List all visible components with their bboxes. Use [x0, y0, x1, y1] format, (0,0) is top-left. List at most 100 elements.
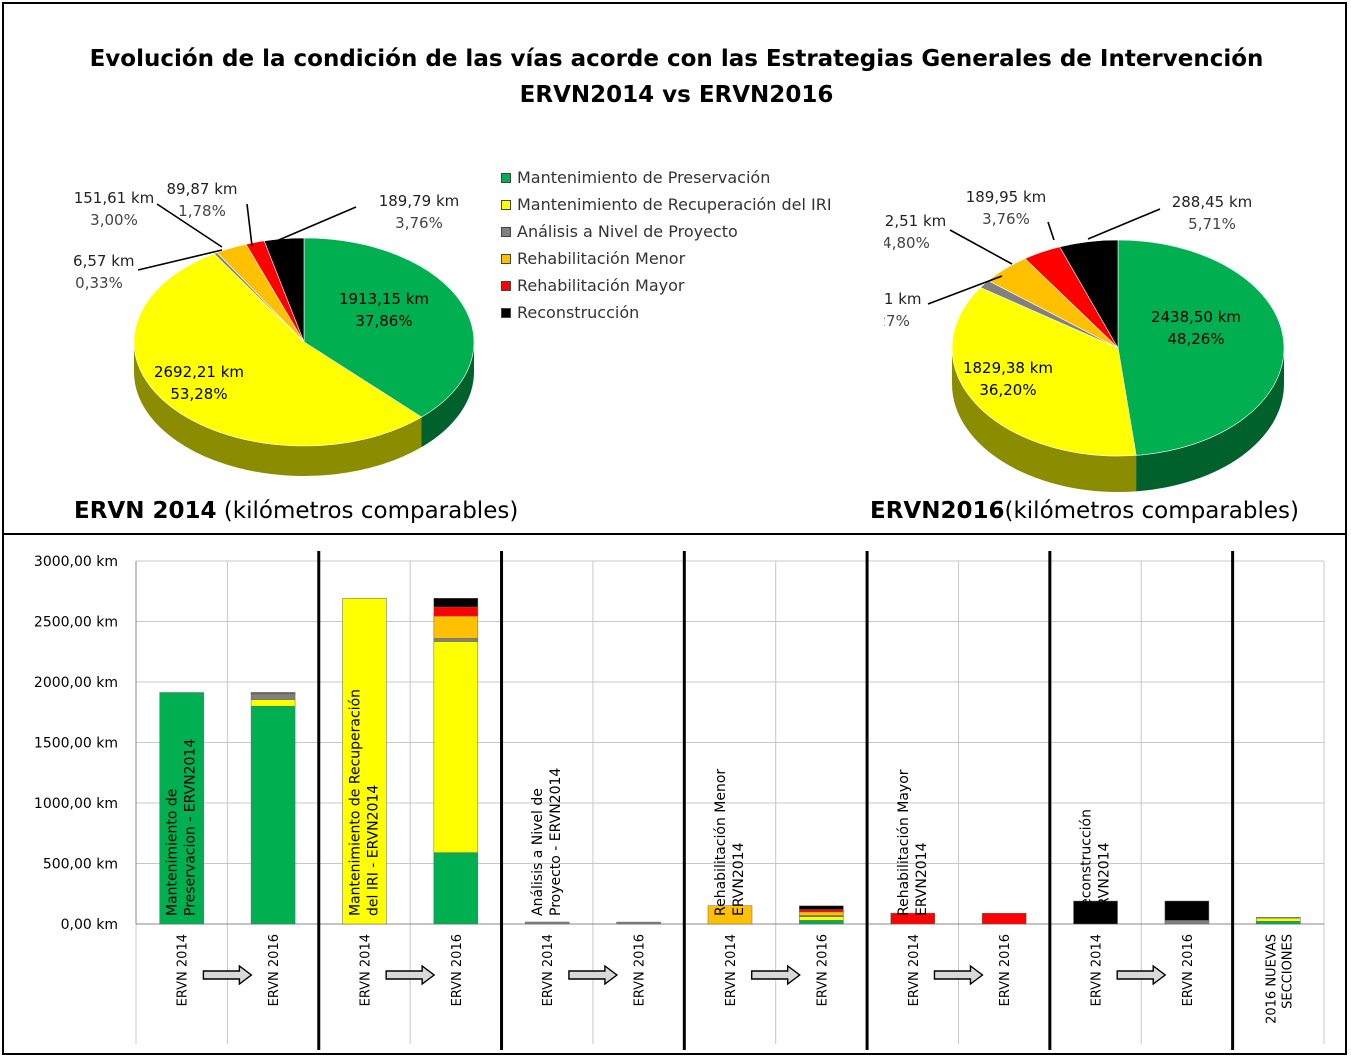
pie-leader-line — [246, 203, 253, 247]
bar-segment — [433, 598, 479, 608]
x-tick-label: ERVN 2016 — [998, 934, 1013, 1006]
bar-label-line: del IRI - ERVN2014 — [365, 785, 381, 916]
x-tick-label: ERVN 2014 — [907, 934, 922, 1006]
bar-label-line: Rehabilitación Menor — [713, 769, 729, 916]
pie-label-km: 151,61 km — [74, 189, 154, 207]
bar-segment — [433, 641, 479, 853]
arrow-right-icon — [202, 964, 253, 986]
x-tick-label: ERVN 2016 — [450, 934, 465, 1006]
bar-segment — [524, 921, 570, 925]
legend-item: Reconstrucción — [501, 299, 832, 326]
legend-swatch — [501, 199, 511, 210]
pie-label-pct: 4,80% — [884, 234, 930, 252]
x-tick-text: ERVN 2014 — [907, 934, 922, 1006]
pie-slice — [133, 253, 423, 447]
bar-segment — [1164, 920, 1210, 925]
x-tick-label: ERVN 2016 — [267, 934, 282, 1006]
bar-label-line: Mantenimiento de Recuperación — [347, 689, 363, 916]
bar-label-line: Mantenimiento de — [165, 789, 181, 916]
legend-item: Mantenimiento de Recuperación del IRI — [501, 191, 832, 218]
pie-leader-line — [927, 275, 1003, 305]
pie-label-pct: 1,27% — [884, 312, 910, 330]
x-tick-text: ERVN 2014 — [1090, 934, 1105, 1006]
pie-label-pct: 3,76% — [982, 210, 1030, 228]
bar-segment — [1164, 900, 1210, 921]
pie-label-pct: 37,86% — [355, 312, 412, 330]
bar-segment — [159, 692, 204, 925]
bar-label: Rehabilitación Menor ERVN2014 — [713, 769, 747, 916]
pie-2016-caption-text: (kilómetros comparables) — [1004, 498, 1300, 524]
x-tick-label: ERVN 2014 — [724, 934, 739, 1006]
bar-label-line: Preservacion - ERVN2014 — [183, 739, 199, 916]
bar-label-line: ERVN2014 — [1097, 842, 1113, 916]
bar-segment — [433, 638, 479, 642]
legend-swatch — [501, 307, 511, 318]
y-tick-label: 2000,00 km — [34, 675, 118, 691]
pie-slice-side — [1136, 348, 1284, 492]
legend-label: Mantenimiento de Recuperación del IRI — [517, 195, 832, 214]
pie-label-km: 64,41 km — [884, 290, 922, 308]
legend: Mantenimiento de Preservación Mantenimien… — [501, 164, 832, 326]
bar-label: Análisis a Nivel de Proyecto - ERVN2014 — [530, 768, 564, 916]
bar-segment — [707, 905, 753, 925]
arrow-right-icon — [568, 964, 619, 986]
arrow-right-icon — [750, 964, 801, 986]
x-tick-text: ERVN 2014 — [541, 934, 556, 1006]
x-tick-text: ERVN 2014 — [176, 934, 191, 1006]
legend-item: Rehabilitación Mayor — [501, 272, 832, 299]
bar-label: Mantenimiento de Preservacion - ERVN2014 — [165, 739, 199, 916]
arrow-right-icon — [385, 964, 436, 986]
bar-segment — [1256, 921, 1301, 925]
bar-segment — [890, 912, 936, 925]
bar-label-line: Análisis a Nivel de — [530, 788, 546, 916]
pie-label-pct: 48,26% — [1167, 330, 1224, 348]
legend-label: Rehabilitación Mayor — [517, 276, 685, 295]
bar-segment — [250, 692, 296, 694]
pie-label-km: 189,95 km — [966, 188, 1047, 206]
pie-label-km: 1913,15 km — [339, 290, 429, 308]
legend-swatch — [501, 253, 511, 264]
pie-label-km: 1829,38 km — [963, 359, 1053, 377]
legend-label: Rehabilitación Menor — [517, 249, 686, 268]
pie-slice — [951, 287, 1137, 457]
pie-leader-line — [156, 203, 223, 248]
x-tick-text: ERVN 2016 — [267, 934, 282, 1006]
legend-label: Reconstrucción — [517, 303, 640, 322]
pie-2014-caption-text: (kilómetros comparables) — [216, 498, 519, 524]
pie-leader-line — [137, 249, 223, 271]
legend-item: Rehabilitación Menor — [501, 245, 832, 272]
legend-item: Mantenimiento de Preservación — [501, 164, 832, 191]
x-tick-text: ERVN 2016 — [815, 934, 830, 1006]
pie-2014-caption-bold: ERVN 2014 — [74, 498, 217, 524]
x-tick-label: ERVN 2014 — [358, 934, 373, 1006]
pie-panel: Evolución de la condición de las vías ac… — [2, 2, 1347, 535]
bar-label-line: ERVN2014 — [914, 842, 930, 916]
pie-leader-line — [1047, 221, 1055, 241]
bar-segment — [799, 920, 844, 925]
bar-segment — [250, 699, 296, 707]
pie-label-pct: 1,78% — [178, 202, 226, 220]
pie-2014-caption: ERVN 2014 (kilómetros comparables) — [74, 498, 518, 524]
x-tick-text: ERVN 2014 — [724, 934, 739, 1006]
bar-segment — [342, 597, 387, 925]
bar-label-line: Rehabilitación Mayor — [896, 769, 912, 916]
x-tick-text: ERVN 2016 — [998, 934, 1013, 1006]
pie-side — [952, 348, 1284, 492]
chart-title-line2: ERVN2014 vs ERVN2016 — [519, 82, 834, 108]
bar-segment — [250, 705, 296, 925]
x-tick-text: ERVN 2016 — [450, 934, 465, 1006]
x-tick-text: ERVN 2016 — [1181, 934, 1196, 1006]
pie-label-pct: 3,00% — [90, 211, 138, 229]
pie-label-pct: 3,76% — [395, 214, 443, 232]
legend-item: Análisis a Nivel de Proyecto — [501, 218, 832, 245]
pie-slice — [1059, 239, 1119, 350]
legend-swatch — [501, 172, 511, 183]
pie-label-km: 16,57 km — [74, 252, 135, 270]
pie-2016-caption: ERVN2016(kilómetros comparables) — [870, 498, 1299, 524]
x-tick-label: 2016 NUEVAS SECCIONES — [1264, 934, 1295, 1024]
pie-label-km: 288,45 km — [1172, 193, 1253, 211]
y-tick-label: 0,00 km — [61, 917, 118, 933]
pie-slice-side — [952, 348, 1137, 492]
bar-segment — [1256, 917, 1301, 919]
pie-chart-2016: 2438,50 km 48,26% 1829,38 km 36,20% 64,41 km… — [884, 188, 1285, 492]
